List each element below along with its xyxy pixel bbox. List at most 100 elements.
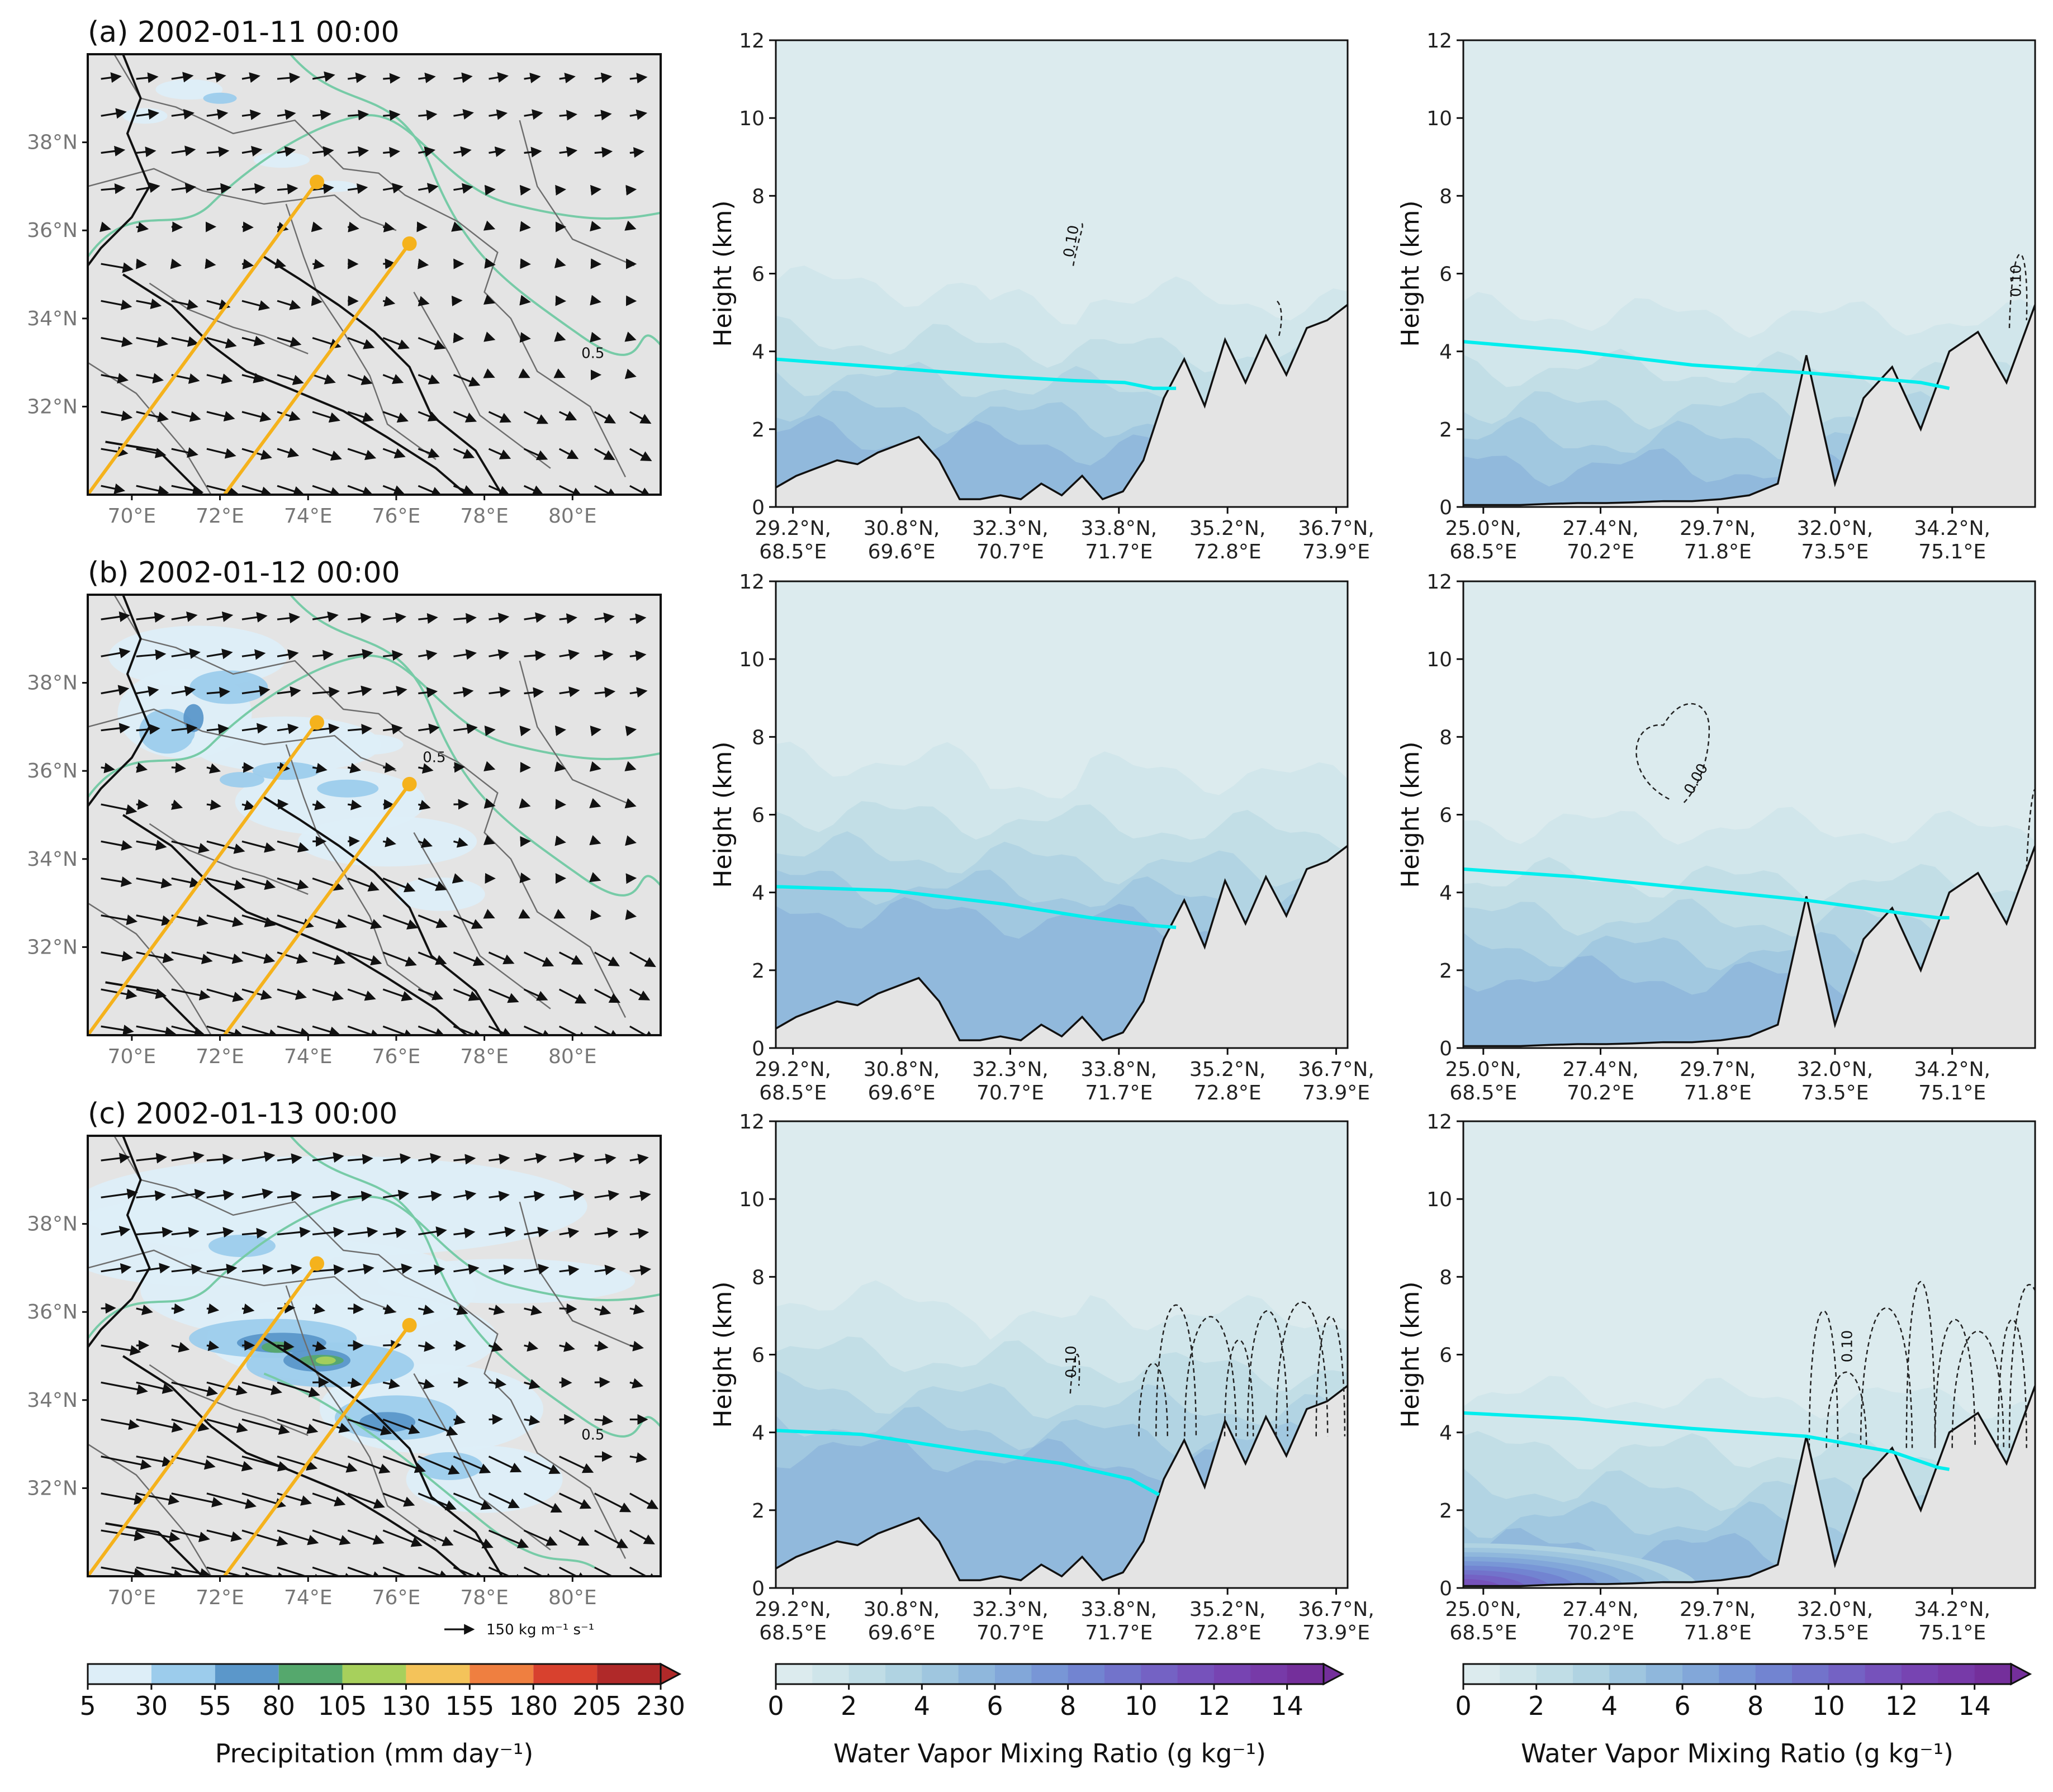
colorbar-tick-label: 180	[509, 1691, 558, 1721]
wind-vector	[136, 182, 160, 193]
wind-vector	[559, 1190, 585, 1201]
wind-vector	[418, 914, 448, 928]
wind-vector	[383, 650, 404, 661]
wind-vector	[629, 1228, 649, 1239]
x-tick-label: 70.7°E	[976, 1082, 1044, 1104]
wind-vector	[488, 1456, 522, 1473]
cloud-contour	[1997, 1319, 2027, 1448]
wind-vector	[524, 109, 543, 120]
colorbar-segment	[278, 1664, 343, 1684]
wind-vector	[624, 761, 637, 771]
cloud-contour	[1905, 1281, 1936, 1448]
wind-vector	[594, 988, 621, 1003]
wind-vector	[101, 1153, 131, 1164]
section-content: 0.10	[1463, 1121, 2035, 1588]
wind-vector	[523, 485, 544, 495]
wind-vector	[489, 1414, 504, 1425]
country-boundary	[263, 796, 503, 1035]
y-tick-label: 8	[1439, 1266, 1452, 1289]
section-line	[88, 721, 319, 1035]
wind-vector	[241, 1529, 288, 1547]
wind-vector	[312, 723, 340, 734]
wind-vector	[101, 1025, 134, 1035]
wind-vector	[418, 374, 440, 385]
wind-vector	[453, 411, 477, 423]
wind-vector	[101, 723, 130, 734]
cloud-contour-label: 0.10	[2008, 264, 2024, 297]
wind-vector	[136, 649, 167, 660]
wind-vector	[206, 1456, 253, 1472]
y-tick-label: 38°N	[27, 131, 78, 154]
border-line	[519, 1201, 635, 1348]
x-tick-label: 70.2°E	[1567, 1082, 1634, 1104]
y-axis-label: Height (km)	[709, 741, 737, 888]
wind-vector	[489, 613, 510, 624]
y-tick-label: 2	[752, 1500, 765, 1523]
wind-vector	[523, 988, 548, 1001]
y-tick-label: 0	[1439, 496, 1452, 519]
wind-vector	[171, 1381, 219, 1397]
wind-vector	[559, 649, 580, 660]
wind-vector	[523, 1529, 558, 1546]
cloud-contour	[2008, 253, 2028, 328]
x-tick-label: 70.2°E	[1567, 1622, 1634, 1644]
y-tick-label: 12	[1426, 30, 1452, 53]
wind-vector	[553, 368, 566, 378]
wind-vector	[312, 485, 342, 495]
section-panel-a-right: 0.10 0 2 4 6 8 10 12 Height (km) 25.0°N,68.5°E 27.…	[1396, 30, 2036, 563]
wind-vector	[101, 1381, 148, 1395]
colorbar-segment	[1974, 1664, 2012, 1684]
colorbar-segment	[88, 1664, 151, 1684]
wind-vector	[206, 1418, 248, 1433]
wind-vector	[418, 1492, 457, 1510]
wind-vector	[524, 612, 547, 623]
wind-vector	[519, 798, 531, 809]
y-tick-label: 0	[752, 1037, 765, 1060]
y-tick-label: 32°N	[27, 936, 78, 959]
wind-vector	[453, 485, 475, 495]
wind-vector	[383, 1263, 413, 1274]
y-tick-label: 2	[752, 960, 765, 983]
wind-vector	[241, 335, 265, 347]
wind-vector	[312, 686, 340, 698]
wind-vector	[418, 1456, 460, 1475]
panel-title: (a) 2002-01-11 00:00	[88, 16, 400, 49]
wind-vector	[136, 951, 174, 964]
colorbar-tick-label: 10	[1812, 1691, 1845, 1721]
wind-vector	[312, 800, 326, 810]
x-tick-label: 72°E	[196, 1045, 244, 1068]
wind-vector	[347, 1529, 385, 1545]
wind-vector	[558, 1456, 594, 1473]
wind-vector	[383, 723, 403, 734]
section-endpoint	[402, 236, 417, 251]
wind-vector	[483, 835, 496, 845]
wind-vector	[418, 485, 443, 495]
wind-vector	[241, 951, 276, 964]
wind-vector	[206, 1340, 220, 1352]
y-tick-label: 10	[1426, 1188, 1452, 1211]
wind-vector	[594, 1264, 616, 1276]
wind-vector	[136, 1381, 174, 1394]
colorbar-segment	[1068, 1664, 1105, 1684]
colorbar-tick-label: 8	[1747, 1691, 1763, 1721]
wind-vector	[136, 72, 159, 83]
colorbar-segment	[406, 1664, 470, 1684]
wind-vector	[518, 368, 530, 378]
country-boundary	[263, 255, 503, 495]
x-tick-label: 70°E	[108, 505, 157, 528]
x-tick-label: 29.7°N,	[1680, 517, 1756, 540]
wind-vector	[241, 1566, 288, 1576]
wind-vector	[594, 650, 614, 661]
x-tick-label: 32.0°N,	[1797, 517, 1874, 540]
x-tick-label: 35.2°N,	[1189, 1598, 1266, 1621]
map-panel-c: 0.5 (c) 2002-01-13 00:00 70°E 72°E 74°E 76°E 7…	[27, 1097, 662, 1638]
wind-vector	[418, 411, 440, 421]
wind-vector	[559, 613, 577, 624]
wind-vector	[382, 1566, 426, 1576]
wind-vector	[590, 184, 602, 196]
x-tick-label: 72.8°E	[1194, 1082, 1262, 1104]
x-tick-label: 68.5°E	[759, 1622, 827, 1644]
contour-line	[88, 655, 661, 798]
wind-vector	[418, 687, 438, 698]
wind-vector	[594, 72, 613, 83]
